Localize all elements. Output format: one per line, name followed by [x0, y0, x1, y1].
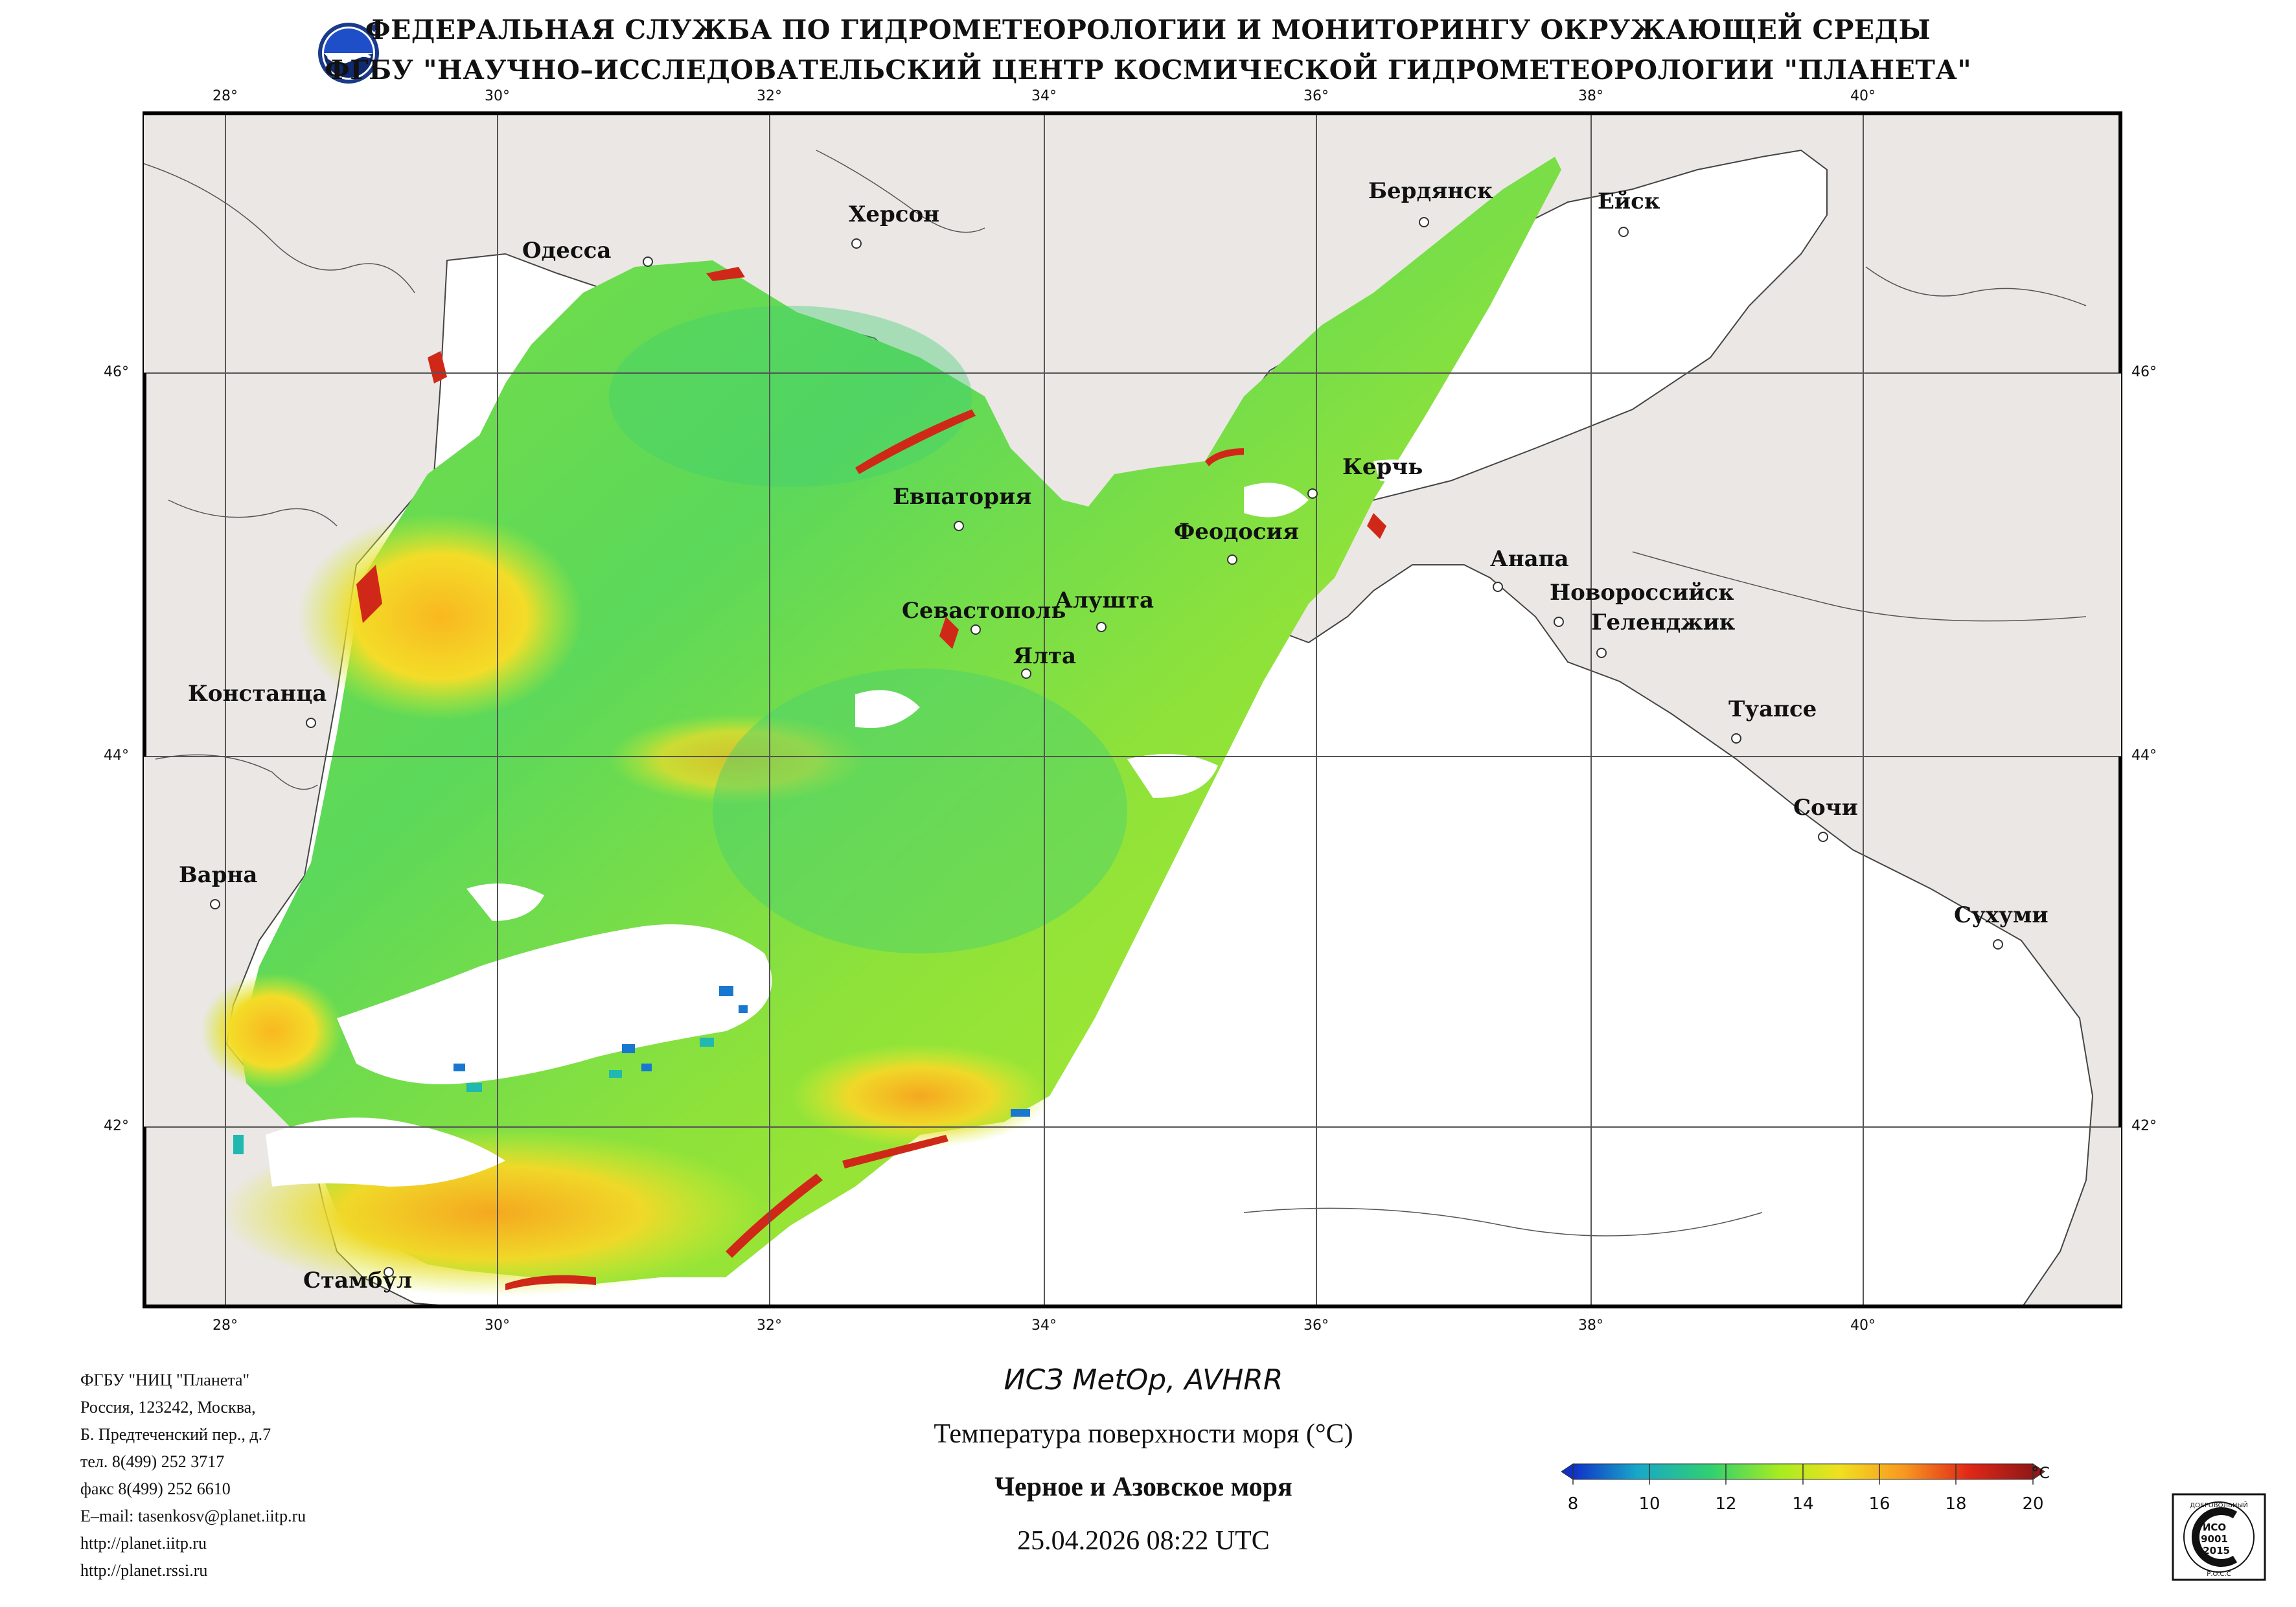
colorbar-tick: 14 [1792, 1494, 1813, 1514]
city-label: Новороссийск [1550, 580, 1734, 606]
city-label: Варна [179, 862, 257, 888]
badge-top-text: ДОБРОВОЛЬНЫЙ [2190, 1501, 2247, 1509]
city-label: Евпатория [893, 484, 1031, 510]
product-caption: Температура поверхности моря (°C) [934, 1419, 1353, 1449]
colorbar-tick: 12 [1715, 1494, 1736, 1514]
contact-info: ФГБУ "НИЦ "Планета" Россия, 123242, Моск… [80, 1367, 534, 1584]
city-label: Сухуми [1954, 902, 2049, 928]
datetime-caption: 25.04.2026 08:22 UTC [1017, 1526, 1270, 1556]
sensor-caption: ИСЗ MetOp, AVHRR [1004, 1363, 1283, 1396]
city-label: Керчь [1342, 454, 1423, 480]
lon-label-bottom: 32° [757, 1317, 782, 1334]
info-line: E–mail: tasenkosv@planet.iitp.ru [80, 1507, 306, 1525]
iso-certification-badge: ДОБРОВОЛЬНЫЙ ИСО 9001 -2015 Р.О.С.С [2172, 1493, 2266, 1581]
lon-label-bottom: 34° [1031, 1317, 1057, 1334]
info-line: Россия, 123242, Москва, [80, 1398, 256, 1417]
city-label: Одесса [522, 238, 611, 264]
colorbar-tick: 8 [1568, 1494, 1579, 1514]
info-line: факс 8(499) 252 6610 [80, 1479, 231, 1498]
grid-lines [143, 111, 2122, 1308]
lon-label-top: 38° [1578, 88, 1603, 104]
city-label: Алушта [1055, 587, 1154, 613]
planeta-logo-icon [318, 22, 379, 84]
info-line: Б. Предтеченский пер., д.7 [80, 1425, 271, 1444]
lon-label-bottom: 28° [212, 1317, 238, 1334]
info-line: http://planet.iitp.ru [80, 1534, 207, 1553]
badge-line3: -2015 [2199, 1545, 2230, 1556]
info-line: http://planet.rssi.ru [80, 1561, 208, 1580]
lat-label-left: 42° [104, 1118, 129, 1134]
lon-label-bottom: 36° [1303, 1317, 1329, 1334]
lon-label-top: 32° [757, 88, 782, 104]
lon-label-top: 40° [1850, 88, 1876, 104]
lat-label-right: 42° [2131, 1118, 2157, 1134]
city-label: Анапа [1490, 546, 1569, 572]
header-center: ФГБУ "НАУЧНО–ИССЛЕДОВАТЕЛЬСКИЙ ЦЕНТР КОС… [324, 54, 1972, 85]
city-label: Бердянск [1368, 178, 1493, 204]
colorbar-tick: 16 [1868, 1494, 1890, 1514]
lat-label-left: 44° [104, 747, 129, 764]
temperature-colorbar: 8 10 12 14 16 18 20 °C [1561, 1463, 2050, 1514]
lon-label-bottom: 40° [1850, 1317, 1876, 1334]
lat-label-left: 46° [104, 364, 129, 380]
city-label: Севастополь [902, 598, 1066, 624]
city-label: Ейск [1598, 188, 1660, 214]
sea-surface-temperature-map: Одесса Херсон Бердянск Ейск Керчь Евпато… [143, 111, 2122, 1308]
city-label: Стамбул [303, 1268, 412, 1294]
city-label: Херсон [849, 201, 939, 227]
lon-label-bottom: 38° [1578, 1317, 1603, 1334]
lon-label-bottom: 30° [485, 1317, 510, 1334]
colorbar-tick: 18 [1945, 1494, 1966, 1514]
city-label: Феодосия [1174, 519, 1299, 545]
lon-label-top: 34° [1031, 88, 1057, 104]
region-caption: Черное и Азовское моря [994, 1472, 1292, 1502]
lon-label-top: 36° [1303, 88, 1329, 104]
header-agency: ФЕДЕРАЛЬНАЯ СЛУЖБА ПО ГИДРОМЕТЕОРОЛОГИИ … [365, 14, 1931, 45]
badge-line1: ИСО [2203, 1522, 2226, 1533]
city-label: Констанца [188, 681, 327, 707]
badge-line2: 9001 [2201, 1533, 2228, 1545]
city-label: Сочи [1793, 795, 1858, 821]
city-label: Геленджик [1591, 610, 1736, 635]
info-line: тел. 8(499) 252 3717 [80, 1452, 225, 1471]
info-line: ФГБУ "НИЦ "Планета" [80, 1371, 250, 1389]
badge-bottom-text: Р.О.С.С [2207, 1571, 2231, 1578]
lon-label-top: 28° [212, 88, 238, 104]
colorbar-unit: °C [2031, 1464, 2050, 1482]
colorbar-tick: 20 [2022, 1494, 2043, 1514]
lat-label-right: 46° [2131, 364, 2157, 380]
lat-label-right: 44° [2131, 747, 2157, 764]
city-label: Ялта [1013, 643, 1076, 669]
city-label: Туапсе [1728, 696, 1817, 722]
colorbar-tick: 10 [1638, 1494, 1660, 1514]
lon-label-top: 30° [485, 88, 510, 104]
